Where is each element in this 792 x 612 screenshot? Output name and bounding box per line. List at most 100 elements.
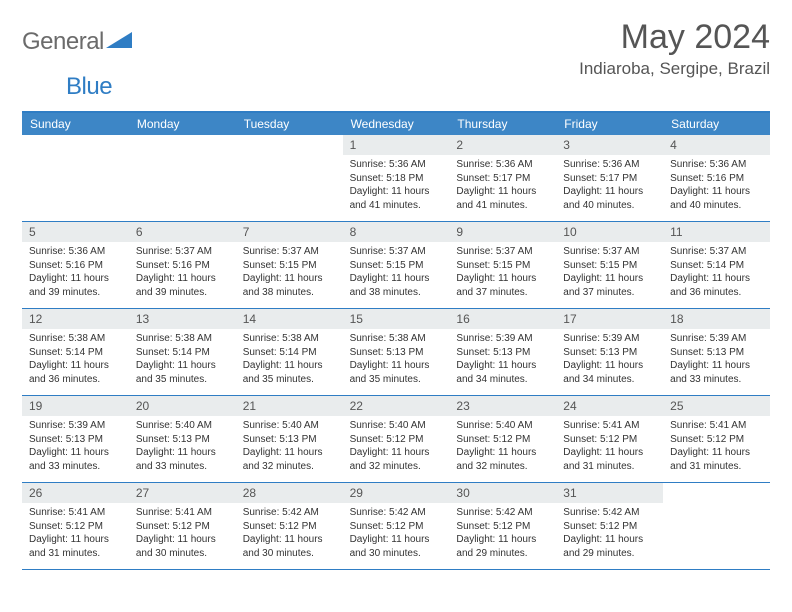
day-details: Sunrise: 5:42 AMSunset: 5:12 PMDaylight:…: [556, 503, 663, 565]
sunset-line: Sunset: 5:16 PM: [136, 259, 229, 273]
daylight-line: Daylight: 11 hours and 40 minutes.: [563, 185, 656, 212]
daylight-line: Daylight: 11 hours and 30 minutes.: [136, 533, 229, 560]
day-header-row: Sunday Monday Tuesday Wednesday Thursday…: [22, 113, 770, 135]
day-cell: 19Sunrise: 5:39 AMSunset: 5:13 PMDayligh…: [22, 396, 129, 482]
day-details: Sunrise: 5:40 AMSunset: 5:12 PMDaylight:…: [343, 416, 450, 478]
sunrise-line: Sunrise: 5:41 AM: [563, 419, 656, 433]
daylight-line: Daylight: 11 hours and 34 minutes.: [563, 359, 656, 386]
day-number: 20: [129, 396, 236, 416]
day-number: 26: [22, 483, 129, 503]
day-number: 5: [22, 222, 129, 242]
month-title: May 2024: [579, 18, 770, 57]
day-number: 2: [449, 135, 556, 155]
daylight-line: Daylight: 11 hours and 41 minutes.: [456, 185, 549, 212]
sunrise-line: Sunrise: 5:41 AM: [136, 506, 229, 520]
sunset-line: Sunset: 5:13 PM: [563, 346, 656, 360]
day-cell: 17Sunrise: 5:39 AMSunset: 5:13 PMDayligh…: [556, 309, 663, 395]
day-details: Sunrise: 5:37 AMSunset: 5:15 PMDaylight:…: [343, 242, 450, 304]
day-number: 21: [236, 396, 343, 416]
day-details: Sunrise: 5:36 AMSunset: 5:17 PMDaylight:…: [556, 155, 663, 217]
day-details: Sunrise: 5:37 AMSunset: 5:14 PMDaylight:…: [663, 242, 770, 304]
daylight-line: Daylight: 11 hours and 29 minutes.: [456, 533, 549, 560]
day-header: Tuesday: [236, 113, 343, 135]
daylight-line: Daylight: 11 hours and 36 minutes.: [29, 359, 122, 386]
day-cell: 29Sunrise: 5:42 AMSunset: 5:12 PMDayligh…: [343, 483, 450, 569]
day-cell: 21Sunrise: 5:40 AMSunset: 5:13 PMDayligh…: [236, 396, 343, 482]
daylight-line: Daylight: 11 hours and 31 minutes.: [563, 446, 656, 473]
logo-word1: General: [22, 28, 104, 56]
sunset-line: Sunset: 5:17 PM: [456, 172, 549, 186]
sunrise-line: Sunrise: 5:37 AM: [136, 245, 229, 259]
sunset-line: Sunset: 5:14 PM: [29, 346, 122, 360]
sunrise-line: Sunrise: 5:39 AM: [456, 332, 549, 346]
day-number: 30: [449, 483, 556, 503]
day-number: 22: [343, 396, 450, 416]
day-details: Sunrise: 5:39 AMSunset: 5:13 PMDaylight:…: [22, 416, 129, 478]
day-details: Sunrise: 5:38 AMSunset: 5:14 PMDaylight:…: [129, 329, 236, 391]
day-details: Sunrise: 5:42 AMSunset: 5:12 PMDaylight:…: [236, 503, 343, 565]
daylight-line: Daylight: 11 hours and 32 minutes.: [243, 446, 336, 473]
sunrise-line: Sunrise: 5:39 AM: [29, 419, 122, 433]
day-cell: 24Sunrise: 5:41 AMSunset: 5:12 PMDayligh…: [556, 396, 663, 482]
day-details: Sunrise: 5:38 AMSunset: 5:13 PMDaylight:…: [343, 329, 450, 391]
day-details: Sunrise: 5:40 AMSunset: 5:13 PMDaylight:…: [129, 416, 236, 478]
sunset-line: Sunset: 5:14 PM: [670, 259, 763, 273]
sunset-line: Sunset: 5:12 PM: [350, 520, 443, 534]
daylight-line: Daylight: 11 hours and 40 minutes.: [670, 185, 763, 212]
sunset-line: Sunset: 5:18 PM: [350, 172, 443, 186]
day-cell: 8Sunrise: 5:37 AMSunset: 5:15 PMDaylight…: [343, 222, 450, 308]
sunrise-line: Sunrise: 5:36 AM: [670, 158, 763, 172]
daylight-line: Daylight: 11 hours and 39 minutes.: [29, 272, 122, 299]
day-details: Sunrise: 5:41 AMSunset: 5:12 PMDaylight:…: [663, 416, 770, 478]
sunrise-line: Sunrise: 5:36 AM: [29, 245, 122, 259]
day-cell: 22Sunrise: 5:40 AMSunset: 5:12 PMDayligh…: [343, 396, 450, 482]
week-row: 12Sunrise: 5:38 AMSunset: 5:14 PMDayligh…: [22, 309, 770, 396]
daylight-line: Daylight: 11 hours and 37 minutes.: [563, 272, 656, 299]
sunset-line: Sunset: 5:13 PM: [456, 346, 549, 360]
daylight-line: Daylight: 11 hours and 33 minutes.: [670, 359, 763, 386]
day-cell: 3Sunrise: 5:36 AMSunset: 5:17 PMDaylight…: [556, 135, 663, 221]
sunset-line: Sunset: 5:12 PM: [563, 520, 656, 534]
sunrise-line: Sunrise: 5:42 AM: [456, 506, 549, 520]
day-cell: 1Sunrise: 5:36 AMSunset: 5:18 PMDaylight…: [343, 135, 450, 221]
sunset-line: Sunset: 5:12 PM: [243, 520, 336, 534]
empty-cell: [236, 135, 343, 221]
day-cell: 11Sunrise: 5:37 AMSunset: 5:14 PMDayligh…: [663, 222, 770, 308]
daylight-line: Daylight: 11 hours and 35 minutes.: [136, 359, 229, 386]
sunrise-line: Sunrise: 5:40 AM: [243, 419, 336, 433]
day-cell: 23Sunrise: 5:40 AMSunset: 5:12 PMDayligh…: [449, 396, 556, 482]
day-number: 23: [449, 396, 556, 416]
daylight-line: Daylight: 11 hours and 32 minutes.: [350, 446, 443, 473]
sunset-line: Sunset: 5:12 PM: [563, 433, 656, 447]
empty-cell: [129, 135, 236, 221]
logo: General: [22, 18, 134, 56]
day-details: Sunrise: 5:38 AMSunset: 5:14 PMDaylight:…: [22, 329, 129, 391]
day-cell: 18Sunrise: 5:39 AMSunset: 5:13 PMDayligh…: [663, 309, 770, 395]
sunrise-line: Sunrise: 5:36 AM: [563, 158, 656, 172]
sunrise-line: Sunrise: 5:40 AM: [350, 419, 443, 433]
empty-cell: [22, 135, 129, 221]
day-number: 13: [129, 309, 236, 329]
title-block: May 2024 Indiaroba, Sergipe, Brazil: [579, 18, 770, 79]
daylight-line: Daylight: 11 hours and 35 minutes.: [350, 359, 443, 386]
day-number: 4: [663, 135, 770, 155]
day-cell: 25Sunrise: 5:41 AMSunset: 5:12 PMDayligh…: [663, 396, 770, 482]
daylight-line: Daylight: 11 hours and 34 minutes.: [456, 359, 549, 386]
sunrise-line: Sunrise: 5:38 AM: [29, 332, 122, 346]
daylight-line: Daylight: 11 hours and 39 minutes.: [136, 272, 229, 299]
daylight-line: Daylight: 11 hours and 33 minutes.: [136, 446, 229, 473]
day-cell: 12Sunrise: 5:38 AMSunset: 5:14 PMDayligh…: [22, 309, 129, 395]
sunrise-line: Sunrise: 5:38 AM: [243, 332, 336, 346]
day-details: Sunrise: 5:40 AMSunset: 5:13 PMDaylight:…: [236, 416, 343, 478]
sunset-line: Sunset: 5:14 PM: [136, 346, 229, 360]
sunset-line: Sunset: 5:13 PM: [136, 433, 229, 447]
sunrise-line: Sunrise: 5:41 AM: [670, 419, 763, 433]
day-number: 14: [236, 309, 343, 329]
week-row: 5Sunrise: 5:36 AMSunset: 5:16 PMDaylight…: [22, 222, 770, 309]
sunset-line: Sunset: 5:12 PM: [29, 520, 122, 534]
sunset-line: Sunset: 5:14 PM: [243, 346, 336, 360]
day-details: Sunrise: 5:41 AMSunset: 5:12 PMDaylight:…: [556, 416, 663, 478]
day-number: 28: [236, 483, 343, 503]
empty-cell: [663, 483, 770, 569]
day-header: Sunday: [22, 113, 129, 135]
